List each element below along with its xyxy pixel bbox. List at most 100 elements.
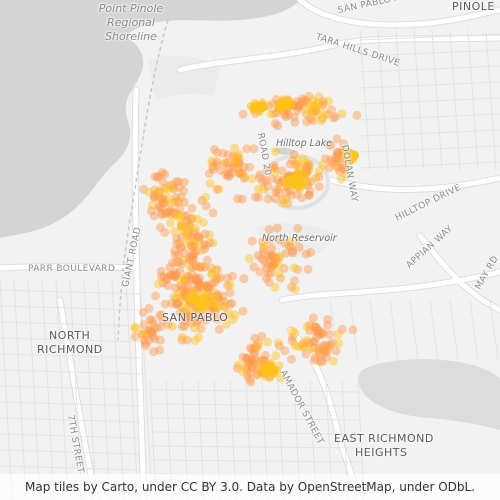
incident-marker	[323, 320, 333, 330]
incident-marker	[281, 194, 291, 204]
incident-marker	[154, 188, 164, 198]
incident-marker	[303, 167, 313, 177]
incident-marker	[293, 156, 302, 165]
incident-marker	[207, 270, 216, 280]
incident-marker	[292, 106, 302, 116]
incident-marker	[270, 167, 280, 177]
incident-marker	[228, 167, 238, 177]
incident-marker	[256, 254, 266, 263]
incident-marker	[308, 313, 318, 323]
incident-marker	[165, 271, 175, 280]
incident-marker	[199, 239, 209, 249]
incident-marker	[187, 275, 197, 285]
incident-marker	[324, 96, 333, 106]
incident-marker	[299, 337, 309, 347]
incident-marker	[281, 248, 291, 258]
incident-marker	[155, 202, 165, 211]
incident-marker	[261, 260, 271, 269]
incident-marker	[242, 144, 252, 154]
incident-marker	[163, 319, 173, 329]
reservoir-area	[256, 223, 331, 258]
incident-marker	[235, 168, 245, 178]
incident-marker	[154, 186, 164, 196]
incident-marker	[246, 377, 256, 387]
incident-marker	[183, 271, 193, 281]
incident-marker	[187, 247, 197, 257]
incident-marker	[247, 236, 257, 246]
incident-marker	[255, 357, 265, 367]
incident-marker	[242, 362, 252, 372]
incident-marker	[320, 346, 330, 355]
incident-marker	[264, 277, 274, 287]
incident-marker	[220, 311, 230, 321]
incident-marker	[253, 364, 263, 374]
incident-marker	[245, 374, 254, 384]
incident-marker	[175, 204, 185, 214]
incident-marker	[182, 311, 192, 321]
bay-water	[0, 0, 144, 238]
incident-marker	[185, 276, 195, 286]
incident-marker	[177, 332, 187, 342]
incident-marker	[231, 155, 241, 165]
incident-marker	[296, 97, 306, 107]
incident-marker	[302, 322, 312, 332]
incident-marker	[194, 332, 204, 342]
attribution-text[interactable]: Map tiles by Carto, under CC BY 3.0. Dat…	[24, 480, 476, 494]
incident-marker	[165, 270, 175, 280]
incident-marker	[230, 310, 240, 320]
incident-marker	[194, 231, 204, 241]
incident-marker	[219, 302, 229, 312]
incident-marker	[279, 263, 289, 273]
incident-marker	[291, 234, 301, 244]
incident-marker	[188, 311, 198, 321]
incident-marker	[169, 292, 179, 302]
incident-marker	[148, 332, 158, 341]
incident-marker	[332, 148, 342, 158]
incident-marker	[184, 235, 194, 245]
incident-marker	[289, 112, 299, 122]
incident-marker	[267, 250, 277, 260]
incident-marker	[167, 298, 177, 308]
marker-layer	[130, 91, 362, 387]
incident-marker	[308, 116, 318, 126]
incident-marker	[310, 101, 320, 111]
incident-marker	[264, 225, 274, 235]
incident-marker	[311, 322, 321, 332]
incident-marker	[233, 162, 243, 172]
incident-marker	[206, 263, 216, 273]
incident-marker	[314, 166, 324, 176]
incident-marker	[224, 309, 234, 318]
incident-marker	[322, 346, 332, 356]
incident-marker	[150, 190, 160, 200]
incident-marker	[200, 192, 210, 202]
incident-marker	[315, 357, 325, 367]
incident-marker	[195, 281, 205, 291]
incident-marker	[253, 338, 263, 348]
incident-marker	[144, 187, 154, 197]
incident-marker	[274, 269, 284, 279]
incident-marker	[280, 238, 290, 248]
incident-marker	[158, 316, 168, 326]
incident-marker	[181, 275, 191, 285]
incident-marker	[293, 342, 303, 351]
incident-marker	[210, 144, 219, 154]
incident-marker	[268, 261, 278, 271]
incident-marker	[233, 363, 242, 373]
incident-marker	[267, 263, 277, 273]
incident-marker	[267, 252, 277, 261]
incident-marker	[314, 172, 324, 182]
incident-marker	[257, 103, 266, 112]
incident-marker	[176, 242, 186, 252]
incident-marker	[285, 237, 295, 247]
incident-marker	[207, 156, 217, 166]
incident-marker	[189, 249, 199, 259]
incident-marker	[174, 257, 184, 267]
incident-marker	[158, 278, 168, 288]
incident-marker	[147, 327, 157, 337]
incident-marker	[314, 329, 324, 339]
incident-marker	[214, 325, 224, 334]
incident-marker	[189, 323, 199, 333]
incident-marker	[234, 360, 243, 370]
incident-marker	[298, 100, 308, 110]
